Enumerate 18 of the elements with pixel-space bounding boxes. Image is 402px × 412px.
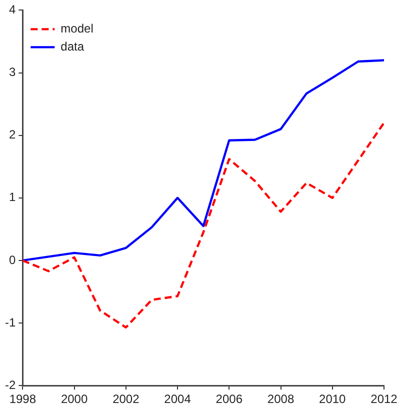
x-tick-label: 2010 [319, 392, 346, 406]
y-tick-label: -1 [5, 315, 16, 330]
legend-label: model [60, 22, 94, 36]
x-tick-label: 2004 [164, 392, 192, 406]
x-tick-label: 2002 [112, 392, 140, 406]
y-tick-label: -2 [5, 378, 16, 392]
x-tick-label: 2008 [267, 392, 294, 406]
legend-label: data [60, 40, 84, 54]
x-tick-label: 2006 [216, 392, 243, 406]
x-tick-label: 2000 [60, 392, 88, 406]
x-tick-label: 1998 [9, 392, 36, 406]
y-tick-label: 4 [8, 2, 16, 17]
y-tick-label: 2 [8, 128, 16, 142]
y-tick-label: 1 [8, 190, 16, 204]
x-tick-label: 2012 [370, 392, 398, 406]
y-tick-label: 3 [8, 65, 16, 80]
y-tick-label: 0 [8, 252, 16, 267]
line-series [22, 122, 384, 329]
